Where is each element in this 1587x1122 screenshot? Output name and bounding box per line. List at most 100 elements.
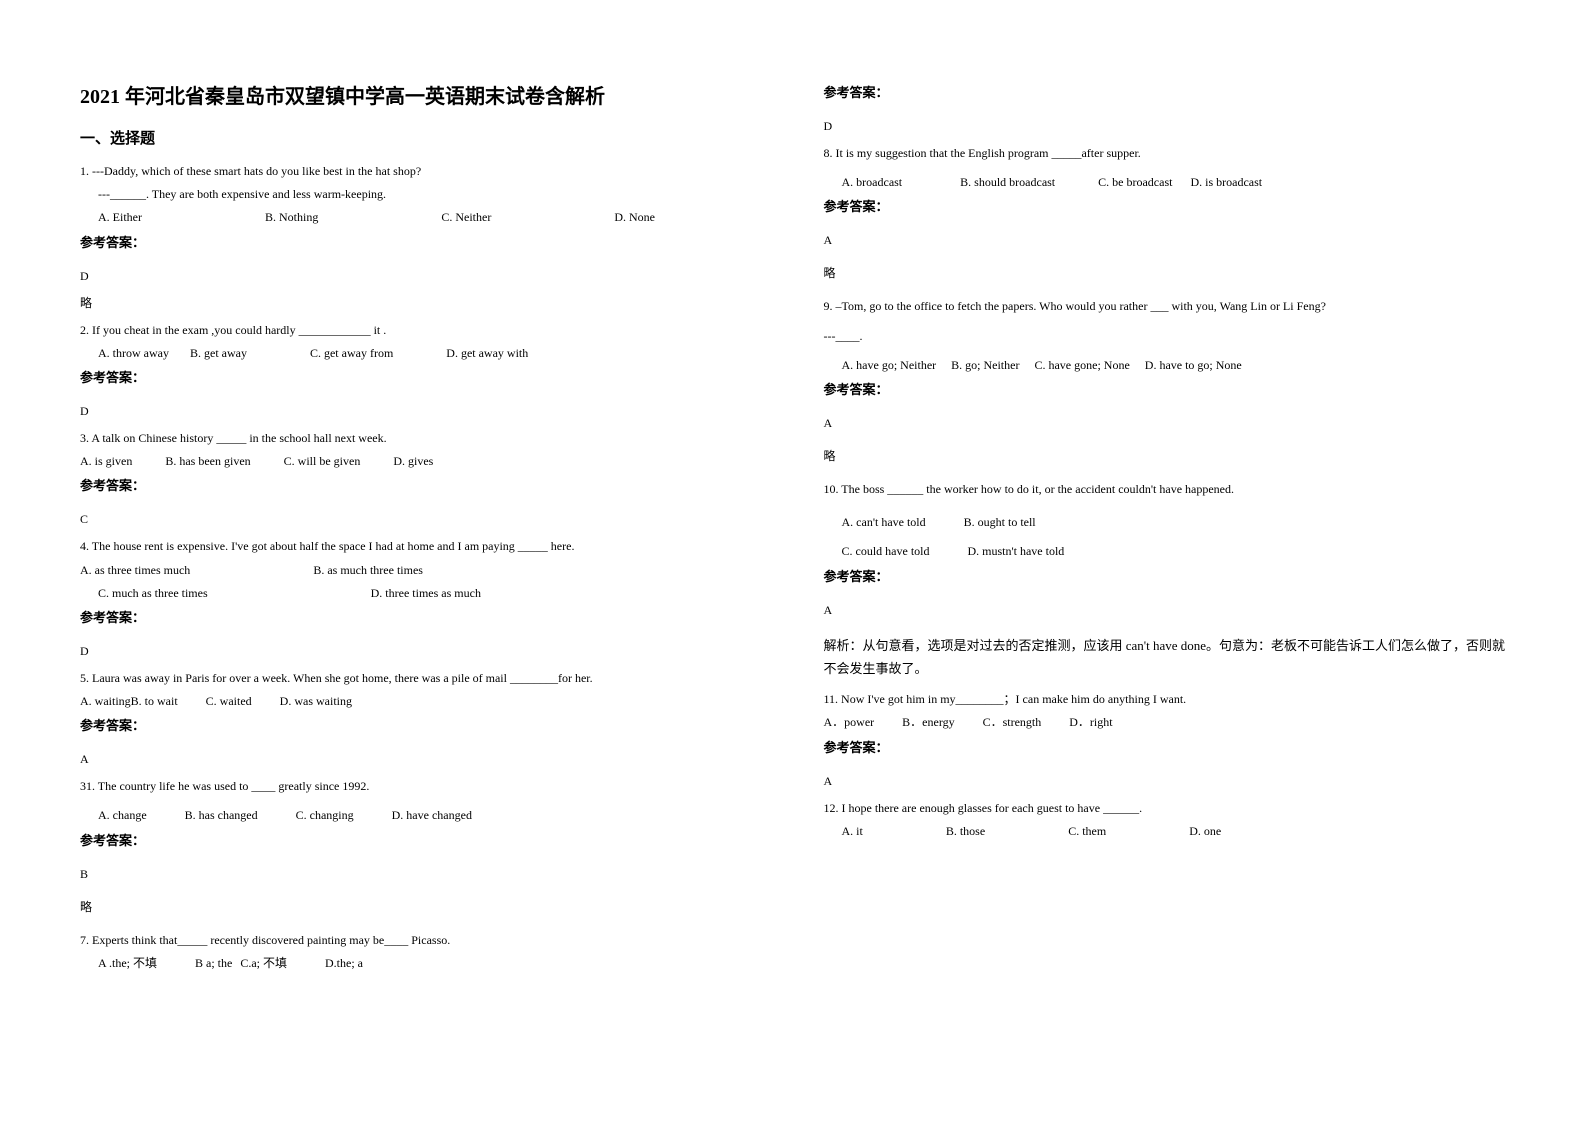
q2-optA: A. throw away [98, 344, 169, 363]
q8-answer-label: 参考答案： [824, 196, 1508, 215]
q8-omit: 略 [824, 264, 1508, 281]
q11-optC: C．strength [983, 713, 1042, 732]
q11-line1: 11. Now I've got him in my________；I can… [824, 690, 1508, 709]
q1-optD: D. None [614, 208, 655, 227]
q5-optB: B. to wait [131, 692, 178, 711]
q10-answer-label: 参考答案： [824, 566, 1508, 585]
q2-optD: D. get away with [446, 344, 528, 363]
q11-answer: A [824, 774, 1508, 789]
q4-optA: A. as three times much [80, 561, 190, 580]
q1-omit: 略 [80, 294, 764, 311]
q6-options: A. change B. has changed C. changing D. … [80, 806, 764, 825]
q3-optD: D. gives [393, 452, 433, 471]
q2-optC: C. get away from [310, 344, 393, 363]
q6-omit: 略 [80, 898, 764, 915]
q6-answer: B [80, 867, 764, 882]
q2-answer: D [80, 404, 764, 419]
q7-answer: D [824, 119, 1508, 134]
right-column: 参考答案： D 8. It is my suggestion that the … [794, 80, 1538, 1082]
q5-line1: 5. Laura was away in Paris for over a we… [80, 669, 764, 688]
q10-optA: A. can't have told [842, 513, 926, 532]
q1-answer-label: 参考答案： [80, 232, 764, 251]
q5-options: A. waitingB. to wait C. waited D. was wa… [80, 692, 764, 711]
q4-optD: D. three times as much [371, 584, 481, 603]
q12-options: A. it B. those C. them D. one [824, 822, 1508, 841]
q6-optA: A. change [98, 806, 147, 825]
q12-optC: C. them [1068, 822, 1106, 841]
q12-line1: 12. I hope there are enough glasses for … [824, 799, 1508, 818]
q11-answer-label: 参考答案： [824, 737, 1508, 756]
q8-answer: A [824, 233, 1508, 248]
q9-options: A. have go; Neither B. go; Neither C. ha… [824, 356, 1508, 375]
q10-options1: A. can't have told B. ought to tell [824, 513, 1508, 532]
q9-optC: C. have gone; None [1034, 356, 1129, 375]
q4-options: A. as three times much B. as much three … [80, 561, 764, 580]
q2-line1: 2. If you cheat in the exam ,you could h… [80, 321, 764, 340]
q10-line1: 10. The boss ______ the worker how to do… [824, 480, 1508, 499]
q10-optD: D. mustn't have told [967, 542, 1064, 561]
q3-options: A. is given B. has been given C. will be… [80, 452, 764, 471]
q4-answer: D [80, 644, 764, 659]
q12-optD: D. one [1189, 822, 1221, 841]
q6-optB: B. has changed [185, 806, 258, 825]
q12-optA: A. it [842, 822, 863, 841]
q3-answer: C [80, 512, 764, 527]
q5-answer-label: 参考答案： [80, 715, 764, 734]
q4-line1: 4. The house rent is expensive. I've got… [80, 537, 764, 556]
q10-options2: C. could have told D. mustn't have told [824, 542, 1508, 561]
q12-optB: B. those [946, 822, 985, 841]
q4-optC: C. much as three times [98, 584, 208, 603]
q7-optA: A .the; 不填 [98, 954, 157, 973]
q2-answer-label: 参考答案： [80, 367, 764, 386]
q6-answer-label: 参考答案： [80, 830, 764, 849]
section-header: 一、选择题 [80, 127, 764, 148]
q3-line1: 3. A talk on Chinese history _____ in th… [80, 429, 764, 448]
q11-options: A．power B．energy C．strength D．right [824, 713, 1508, 732]
q5-optC: C. waited [206, 692, 252, 711]
left-column: 2021 年河北省秦皇岛市双望镇中学高一英语期末试卷含解析 一、选择题 1. -… [50, 80, 794, 1082]
q7-options: A .the; 不填 B a; the C.a; 不填 D.the; a [80, 954, 764, 973]
page-title: 2021 年河北省秦皇岛市双望镇中学高一英语期末试卷含解析 [80, 80, 764, 109]
q9-line1: 9. –Tom, go to the office to fetch the p… [824, 297, 1508, 316]
q6-optC: C. changing [296, 806, 354, 825]
q1-optB: B. Nothing [265, 208, 318, 227]
q8-line1: 8. It is my suggestion that the English … [824, 144, 1508, 163]
q9-answer-label: 参考答案： [824, 379, 1508, 398]
q9-omit: 略 [824, 447, 1508, 464]
q7-answer-label: 参考答案： [824, 82, 1508, 101]
q1-line2: ---______. They are both expensive and l… [80, 185, 764, 204]
q8-optA: A. broadcast [842, 173, 903, 192]
q3-answer-label: 参考答案： [80, 475, 764, 494]
q8-optB: B. should broadcast [960, 173, 1055, 192]
q3-optA: A. is given [80, 452, 132, 471]
q10-optC: C. could have told [842, 542, 930, 561]
q10-explain: 解析：从句意看，选项是对过去的否定推测，应该用 can't have done。… [824, 634, 1508, 681]
q7-optD: D.the; a [325, 954, 363, 973]
q11-optD: D．right [1069, 713, 1112, 732]
q10-answer: A [824, 603, 1508, 618]
q11-optA: A．power [824, 713, 875, 732]
q10-optB: B. ought to tell [964, 513, 1036, 532]
q1-optC: C. Neither [441, 208, 491, 227]
q7-line1: 7. Experts think that_____ recently disc… [80, 931, 764, 950]
q9-optD: D. have to go; None [1145, 356, 1242, 375]
q3-optB: B. has been given [165, 452, 250, 471]
q4-options2: C. much as three times D. three times as… [80, 584, 764, 603]
q9-answer: A [824, 416, 1508, 431]
q11-optB: B．energy [902, 713, 954, 732]
q5-answer: A [80, 752, 764, 767]
q8-optC: C. be broadcast [1098, 173, 1172, 192]
q5-optD: D. was waiting [280, 692, 352, 711]
q2-options: A. throw away B. get away C. get away fr… [80, 344, 764, 363]
q4-optB: B. as much three times [313, 561, 423, 580]
q9-optB: B. go; Neither [951, 356, 1019, 375]
q6-optD: D. have changed [392, 806, 472, 825]
q8-optD: D. is broadcast [1190, 173, 1262, 192]
q6-line1: 31. The country life he was used to ____… [80, 777, 764, 796]
q5-optA: A. waiting [80, 692, 131, 711]
q1-options: A. Either B. Nothing C. Neither D. None [80, 208, 764, 227]
q9-optA: A. have go; Neither [842, 356, 937, 375]
q1-line1: 1. ---Daddy, which of these smart hats d… [80, 162, 764, 181]
q4-answer-label: 参考答案： [80, 607, 764, 626]
q2-optB: B. get away [190, 344, 247, 363]
